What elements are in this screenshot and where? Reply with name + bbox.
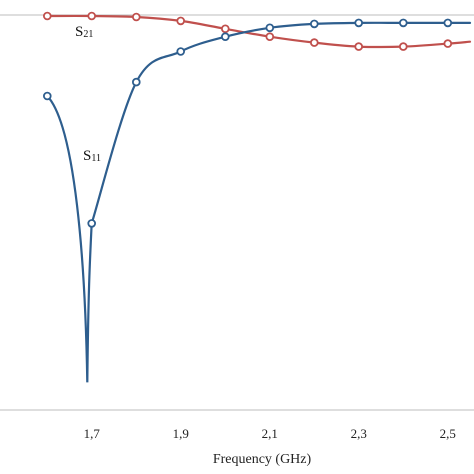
x-tick-label: 1,7: [84, 426, 101, 441]
data-point-s21: [221, 24, 230, 34]
data-point-s21: [265, 32, 275, 41]
series-label-s21: S21: [75, 24, 93, 40]
data-point-s11: [87, 219, 96, 228]
series-line-s11: [46, 21, 472, 383]
data-point-s11: [398, 18, 408, 28]
data-point-s21: [87, 11, 96, 21]
data-point-s11: [42, 91, 52, 101]
data-point-s11: [132, 77, 141, 87]
x-tick-labels: 1,7 1,9 2,1 2,3 2,5: [84, 426, 456, 441]
chart-markers: [42, 11, 453, 228]
series-label-s21-main: S: [75, 24, 83, 40]
x-tick-label: 2,1: [262, 426, 278, 441]
data-point-s21: [176, 16, 186, 26]
data-point-s21: [443, 39, 453, 48]
data-point-s21: [309, 38, 319, 47]
x-tick-label: 2,5: [440, 426, 456, 441]
data-point-s11: [354, 18, 364, 28]
data-point-s11: [265, 23, 275, 33]
series-label-s11-main: S: [83, 148, 91, 164]
x-axis-title: Frequency (GHz): [213, 452, 312, 467]
data-point-s11: [443, 18, 453, 28]
data-point-s21: [398, 42, 408, 51]
data-point-s11: [176, 47, 186, 56]
x-tick-label: 2,3: [351, 426, 367, 441]
x-tick-label: 1,9: [173, 426, 189, 441]
data-point-s21: [42, 11, 52, 21]
chart-curves: [46, 14, 472, 383]
data-point-s11: [221, 32, 230, 41]
series-label-s21-sub: 21: [83, 29, 93, 40]
series-label-s11: S11: [83, 148, 101, 164]
series-label-s11-sub: 11: [91, 153, 101, 164]
data-point-s21: [132, 12, 141, 22]
data-point-s11: [309, 19, 319, 29]
data-point-s21: [354, 42, 364, 51]
